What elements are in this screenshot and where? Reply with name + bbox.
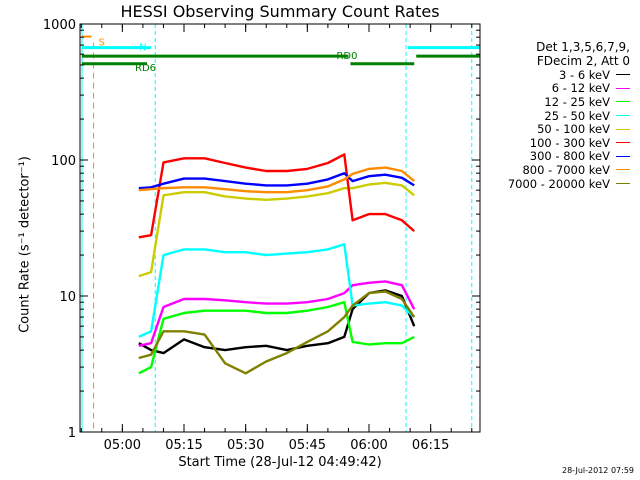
timestamp: 28-Jul-2012 07:59 — [561, 466, 634, 475]
legend-swatch — [616, 87, 630, 89]
legend-item-label: 100 - 300 keV — [529, 135, 610, 150]
series-line — [138, 181, 415, 278]
x-tick-label: 05:30 — [227, 438, 264, 453]
x-axis-label: Start Time (28-Jul-12 04:49:42) — [178, 455, 382, 470]
legend-swatch — [616, 183, 630, 185]
series-line — [138, 166, 415, 194]
legend-header-line-2: FDecim 2, Att 0 — [536, 54, 630, 68]
legend-item: 3 - 6 keV — [508, 68, 630, 82]
legend-header-line-1: Det 1,3,5,6,7,9, — [536, 40, 630, 54]
legend: 3 - 6 keV 6 - 12 keV 12 - 25 keV 25 - 50 ke… — [508, 68, 630, 191]
series-line — [138, 243, 416, 338]
legend-header: Det 1,3,5,6,7,9, FDecim 2, Att 0 — [536, 40, 630, 68]
legend-swatch — [616, 142, 630, 144]
legend-item-label: 50 - 100 keV — [537, 122, 610, 137]
flag-label: N — [139, 43, 146, 54]
y-tick-label: 100 — [51, 154, 76, 169]
legend-item: 100 - 300 keV — [508, 136, 630, 150]
y-tick-label: 10 — [59, 290, 76, 305]
legend-swatch — [616, 101, 630, 103]
y-tick-label: 1 — [68, 426, 76, 441]
legend-swatch — [616, 169, 630, 171]
series-line — [138, 290, 416, 375]
x-tick-label: 05:15 — [165, 438, 202, 453]
legend-item-label: 3 - 6 keV — [559, 67, 610, 82]
legend-swatch — [616, 74, 630, 76]
plot-frame — [79, 23, 481, 433]
y-axis-label: Count Rate (s⁻¹ detector⁻¹) — [17, 156, 33, 333]
chart-data-layer: S N RD0 RD6 — [81, 24, 480, 432]
x-tick-label: 05:45 — [289, 438, 326, 453]
legend-item-label: 25 - 50 keV — [544, 108, 610, 123]
legend-item-label: 800 - 7000 keV — [522, 162, 610, 177]
legend-item: 6 - 12 keV — [508, 81, 630, 96]
legend-swatch — [616, 128, 630, 130]
legend-item: 7000 - 20000 keV — [508, 177, 630, 191]
legend-swatch — [616, 115, 630, 117]
x-tick-label: 06:00 — [350, 438, 387, 453]
chart-title: HESSI Observing Summary Count Rates — [120, 2, 440, 21]
legend-item: 50 - 100 keV — [508, 122, 630, 136]
flag-label: RD0 — [336, 51, 357, 62]
legend-item-label: 300 - 800 keV — [529, 149, 610, 164]
flag-label: RD6 — [135, 63, 156, 74]
chart-axes: 05:00 05:15 05:30 05:45 06:00 06:15 1 10 100 1000 — [43, 18, 480, 453]
flag-label: S — [99, 38, 105, 49]
series-line — [138, 280, 416, 347]
y-tick-label: 1000 — [43, 18, 76, 33]
legend-item-label: 6 - 12 keV — [551, 81, 610, 96]
series-line — [138, 153, 415, 239]
x-tick-label: 06:15 — [412, 438, 449, 453]
legend-item-label: 12 - 25 keV — [544, 94, 610, 109]
legend-item: 25 - 50 keV — [508, 109, 630, 123]
legend-item: 12 - 25 keV — [508, 95, 630, 109]
series-line — [138, 171, 415, 190]
x-tick-label: 05:00 — [104, 438, 141, 453]
legend-item: 800 - 7000 keV — [508, 163, 630, 177]
series-line — [138, 301, 415, 375]
legend-swatch — [616, 155, 630, 157]
legend-item: 300 - 800 keV — [508, 149, 630, 164]
legend-item-label: 7000 - 20000 keV — [507, 176, 610, 191]
